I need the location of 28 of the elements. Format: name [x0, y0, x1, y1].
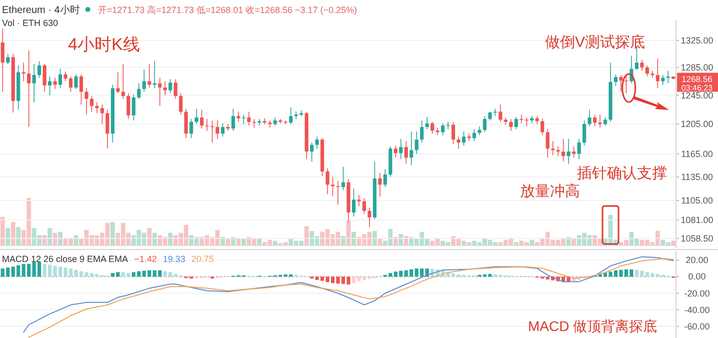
text: 03:46:23 [681, 83, 714, 92]
annotation: −1.42 [134, 254, 157, 264]
annotation: 做倒V测试探底 [545, 34, 646, 51]
chart-title: Vol · ETH 630 [2, 18, 58, 28]
y-tick-label: 0.00 [688, 272, 706, 282]
chart-title: Ethereum · 4小时 [2, 4, 80, 16]
y-tick-label: 1105.00 [681, 195, 713, 206]
chart-title: MACD 12 26 close 9 EMA EMA [2, 254, 128, 264]
y-tick-label: 1205.00 [680, 119, 714, 130]
annotation: 放量冲高 [520, 183, 580, 200]
annotation: 插针确认支撑 [577, 165, 667, 182]
annotation: 19.33 [162, 254, 186, 264]
y-tick-label: -20.00 [684, 288, 710, 298]
y-tick-label: 1058.50 [680, 233, 714, 244]
y-tick-label: 20.00 [686, 255, 708, 266]
y-tick-label: -60.00 [684, 321, 710, 332]
text: 1268.56 [682, 74, 713, 84]
y-tick-label: 1081.00 [680, 214, 714, 225]
y-tick-label: 1135.00 [681, 172, 713, 182]
y-tick-label: 1325.00 [680, 35, 714, 46]
y-tick-label: 1285.00 [680, 62, 714, 72]
chart-subtitle: 开=1271.73 高=1271.73 低=1268.01 收=1268.56 −3.17 (−0.25%) [98, 5, 358, 15]
annotation: 20.75 [191, 254, 214, 264]
annotation: 4小时K线 [68, 35, 140, 54]
y-tick-label: -40.00 [684, 304, 710, 315]
y-tick-label: 1165.00 [681, 148, 713, 159]
annotation: MACD 做顶背离探底 [528, 318, 658, 334]
y-tick-label: 1245.00 [680, 90, 714, 100]
